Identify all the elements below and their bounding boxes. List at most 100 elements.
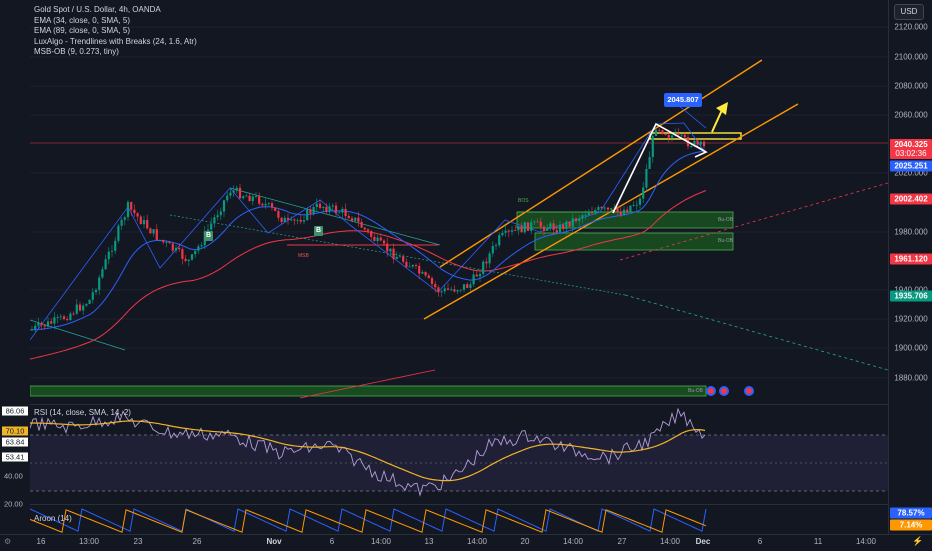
candle-body <box>30 329 34 331</box>
candle-body <box>59 316 62 318</box>
price-label: 1980.000 <box>894 227 928 237</box>
aroon-legend[interactable]: Aroon (14) <box>34 514 72 523</box>
candle-body <box>341 208 344 213</box>
candle-body <box>645 168 648 188</box>
aroon-chart[interactable] <box>29 505 888 535</box>
candle-body <box>680 134 683 136</box>
candle-body <box>450 289 453 291</box>
price-label: 1920.000 <box>894 314 928 324</box>
candle-body <box>123 217 126 220</box>
candle-body <box>190 254 194 260</box>
candle-body <box>510 230 514 232</box>
candle-body <box>398 256 402 258</box>
candle-body <box>667 134 670 138</box>
red-trendline-bottom <box>299 369 436 399</box>
indicator-ema34[interactable]: EMA (34, close, 0, SMA, 5) <box>34 15 131 25</box>
candle-body <box>197 246 200 251</box>
candle-body <box>482 261 485 274</box>
candle-body <box>427 275 430 279</box>
candle-body <box>110 250 114 252</box>
candle-body <box>610 208 613 210</box>
candle-body <box>162 239 165 243</box>
candle-body <box>130 202 133 210</box>
rsi-chart[interactable] <box>29 405 888 503</box>
candle-body <box>501 232 504 236</box>
candle-body <box>658 129 661 131</box>
candle-body <box>165 241 168 243</box>
candle-body <box>306 209 309 221</box>
candle-body <box>171 243 174 251</box>
candle-body <box>43 325 46 327</box>
candle-body <box>126 202 130 218</box>
lightning-icon[interactable]: ⚡ <box>912 536 924 546</box>
currency-selector[interactable]: USD <box>894 4 924 20</box>
time-label: Dec <box>695 537 711 546</box>
candle-body <box>299 219 302 222</box>
candle-body <box>181 249 184 259</box>
time-label: 6 <box>757 537 763 546</box>
candle-body <box>504 230 507 233</box>
price-callout[interactable]: 2045.807 <box>664 93 702 107</box>
candle-body <box>565 221 568 230</box>
candle-body <box>677 133 680 135</box>
candle-body <box>440 291 443 293</box>
candle-body <box>354 217 357 221</box>
candle-body <box>98 277 101 290</box>
candle-body <box>552 223 555 230</box>
order-block-zone-bottom <box>29 385 707 397</box>
candle-body <box>277 210 280 218</box>
aroon-pane[interactable]: Aroon (14) <box>29 504 888 535</box>
candle-body <box>507 230 510 232</box>
candle-body <box>555 229 558 233</box>
rsi-legend[interactable]: RSI (14, close, SMA, 14, 2) <box>34 408 131 417</box>
candle-body <box>411 264 414 267</box>
level-tag-red: 1961.120 <box>890 253 932 265</box>
candle-body <box>523 222 526 233</box>
price-chart[interactable] <box>29 0 889 400</box>
candle-body <box>453 289 456 292</box>
symbol-title[interactable]: Gold Spot / U.S. Dollar, 4h, OANDA <box>34 5 161 14</box>
candle-body <box>462 284 466 290</box>
red-trendline-dashed <box>619 182 889 261</box>
candle-body <box>446 288 450 290</box>
order-block-label-upper: Bu-OB <box>718 217 734 223</box>
indicator-msb-ob[interactable]: MSB-OB (9, 0.273, tiny) <box>34 47 119 57</box>
indicator-luxalgo[interactable]: LuxAlgo - Trendlines with Breaks (24, 1.… <box>34 36 197 46</box>
price-label: 2080.000 <box>894 81 928 91</box>
candle-body <box>283 217 286 223</box>
candle-body <box>238 187 242 199</box>
candle-body <box>226 195 229 201</box>
candle-body <box>114 240 117 251</box>
candle-body <box>360 221 363 228</box>
main-chart-pane[interactable]: B B MSB BOS Bu-OB Bu-OB Bu-OB 2045.807 <box>29 0 889 400</box>
rsi-pane[interactable]: RSI (14, close, SMA, 14, 2) <box>29 404 888 503</box>
candle-body <box>88 299 91 304</box>
candle-body <box>264 203 267 206</box>
candle-body <box>149 228 152 234</box>
candle-body <box>370 231 373 237</box>
candle-body <box>437 287 440 293</box>
candle-body <box>424 272 427 276</box>
candle-body <box>661 130 664 134</box>
settings-icon[interactable]: ⚙ <box>4 537 12 546</box>
candle-body <box>603 207 606 209</box>
candle-body <box>459 289 462 291</box>
last-price-value: 2040.325 <box>894 140 928 149</box>
candle-body <box>542 226 546 231</box>
candle-body <box>594 210 597 214</box>
teal-trendline-extension <box>624 294 889 371</box>
candle-body <box>219 211 222 216</box>
time-label: 26 <box>192 537 202 546</box>
price-label: 2100.000 <box>894 52 928 62</box>
candle-body <box>578 218 581 222</box>
candle-body <box>466 284 469 288</box>
time-label: 11 <box>813 537 823 546</box>
indicator-ema89[interactable]: EMA (89, close, 0, SMA, 5) <box>34 26 131 36</box>
candle-body <box>363 227 366 230</box>
candle-body <box>402 256 405 262</box>
candle-body <box>251 196 254 202</box>
time-axis[interactable]: 16 13:00 23 26 Nov 6 14:00 13 14:00 20 1… <box>0 534 932 551</box>
candle-body <box>597 207 600 211</box>
time-label: 13 <box>424 537 434 546</box>
price-axis[interactable]: 2120.000 2100.000 2080.000 2060.000 2020… <box>888 0 932 534</box>
